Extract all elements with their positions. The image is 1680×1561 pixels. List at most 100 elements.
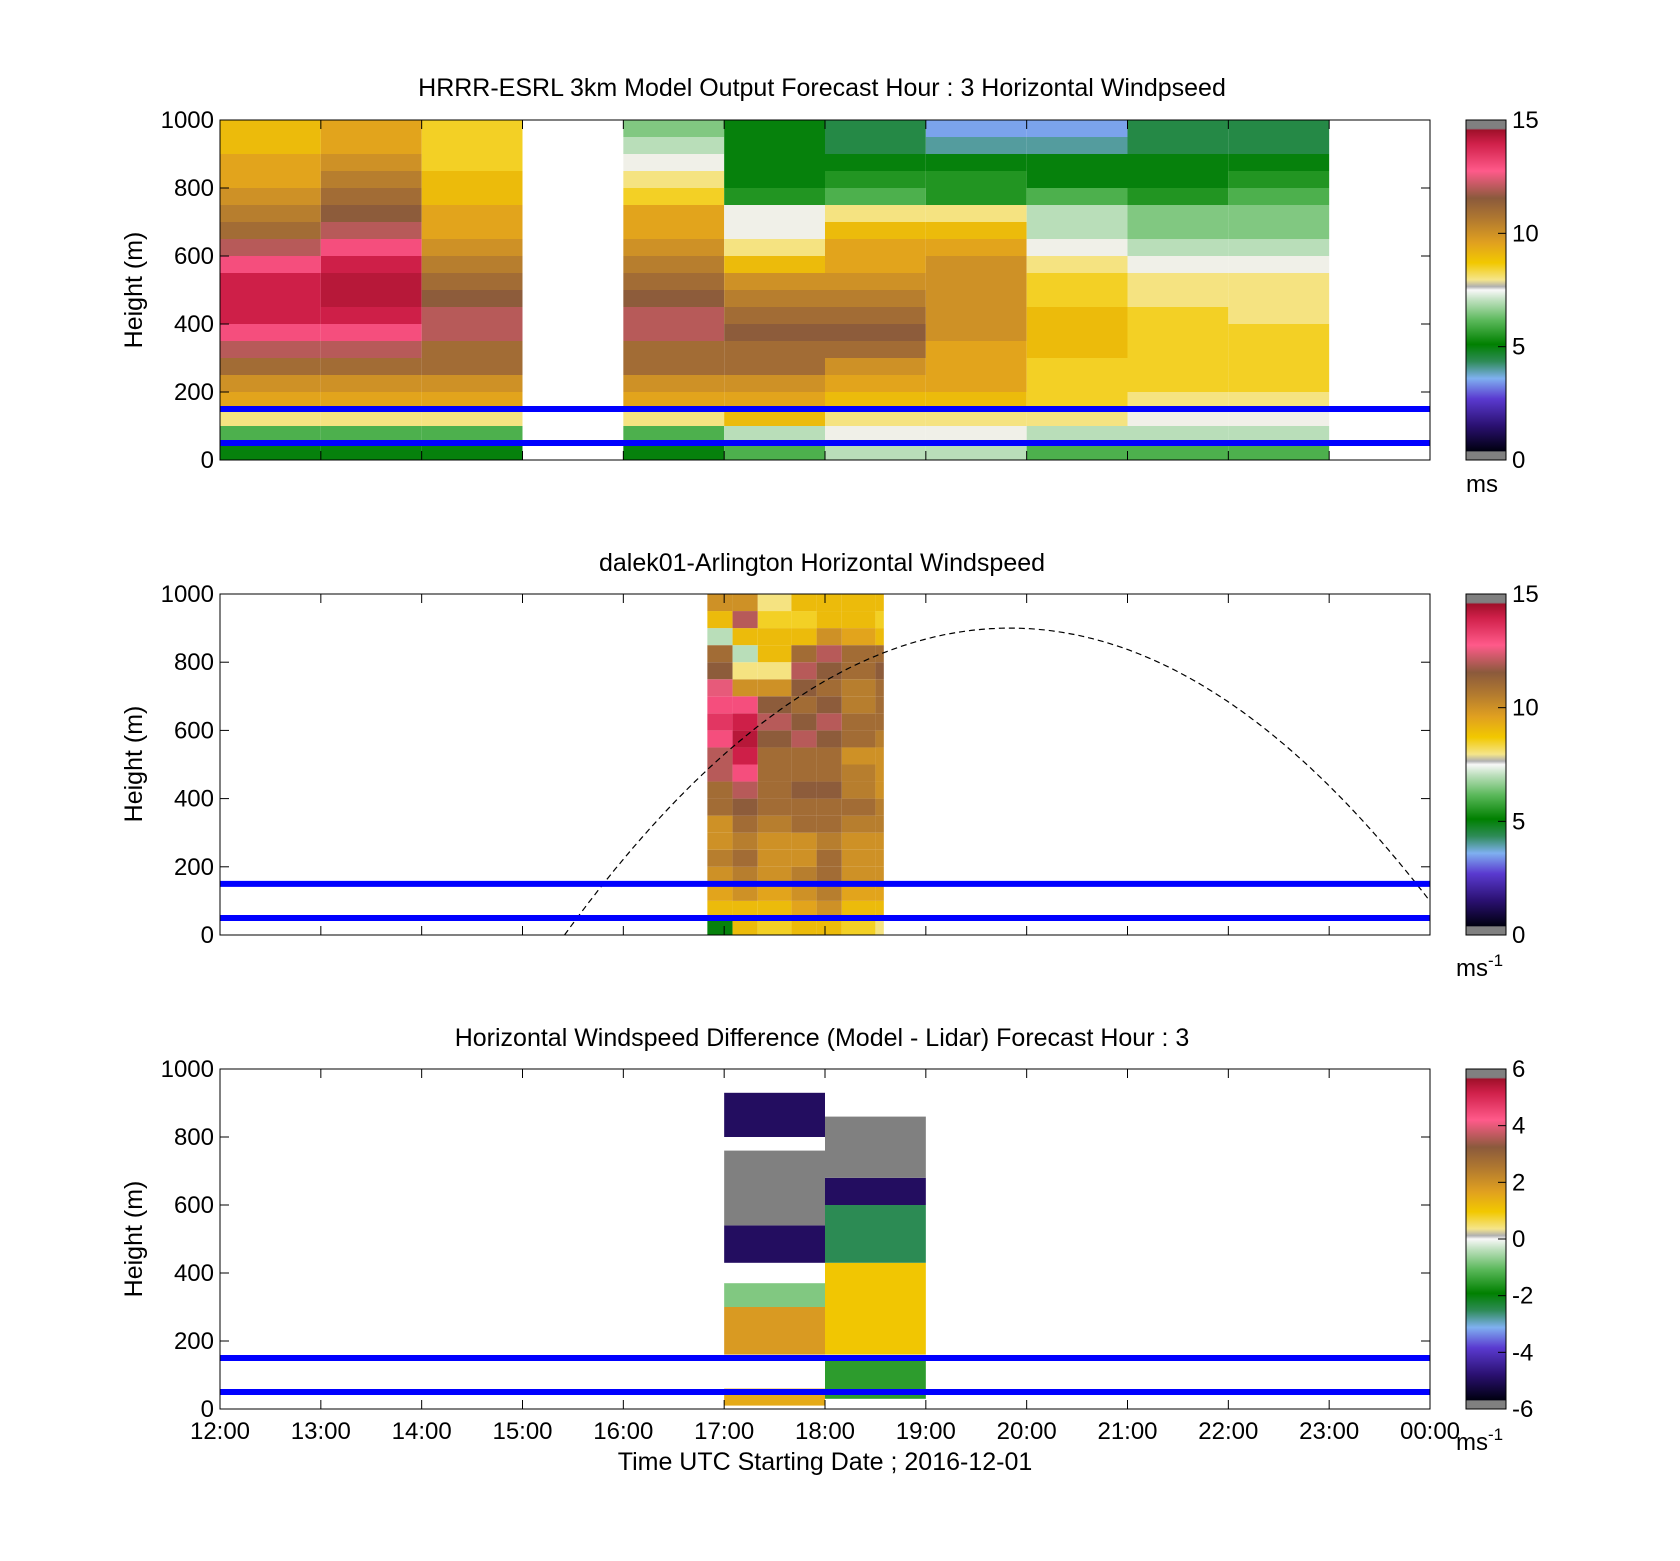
heatmap-cell-0-6 bbox=[707, 815, 733, 833]
heatmap-cell-0-11 bbox=[707, 730, 733, 748]
heatmap-cell-7-12 bbox=[1026, 239, 1128, 256]
heatmap-cell-1-12 bbox=[732, 713, 758, 731]
heatmap-cell-3-0 bbox=[623, 443, 725, 460]
heatmap-cell-1-5 bbox=[320, 358, 422, 375]
heatmap-cell-3-0 bbox=[791, 917, 817, 935]
panel-model-colorbar-label: ms bbox=[1466, 471, 1498, 498]
heatmap-cell-5-4 bbox=[841, 849, 876, 867]
heatmap-cell-4-13 bbox=[724, 222, 825, 239]
heatmap-cell-0-6 bbox=[220, 341, 321, 358]
heatmap-segment-0-5 bbox=[724, 1092, 825, 1137]
colorbar-tick-label: 15 bbox=[1512, 581, 1539, 608]
heatmap-cell-5-15 bbox=[825, 188, 926, 205]
heatmap-cell-0-17 bbox=[220, 154, 321, 171]
heatmap-cell-9-13 bbox=[1228, 222, 1330, 239]
panel-model-colorbar: 0 5 10 15 ms bbox=[1465, 107, 1539, 498]
heatmap-cell-2-10 bbox=[757, 747, 792, 765]
heatmap-cell-9-12 bbox=[1228, 239, 1330, 256]
heatmap-cell-3-2 bbox=[791, 883, 817, 901]
heatmap-cell-0-11 bbox=[220, 256, 321, 273]
heatmap-cell-3-12 bbox=[623, 239, 725, 256]
heatmap-cell-6-4 bbox=[875, 849, 884, 867]
heatmap-cell-4-8 bbox=[724, 307, 825, 324]
heatmap-cell-0-16 bbox=[707, 645, 733, 663]
panel-difference-hub-lines bbox=[220, 1355, 1430, 1395]
heatmap-cell-1-8 bbox=[732, 781, 758, 799]
heatmap-cell-4-19 bbox=[724, 120, 825, 137]
heatmap-cell-5-3 bbox=[825, 392, 926, 409]
panel-lidar-sun-elevation-curve bbox=[564, 627, 1429, 936]
panel-model-x-ticks bbox=[219, 120, 1431, 460]
heatmap-cell-4-16 bbox=[816, 645, 842, 663]
heatmap-cell-4-2 bbox=[816, 883, 842, 901]
heatmap-cell-5-19 bbox=[841, 594, 876, 612]
y-tick-label: 600 bbox=[174, 1192, 214, 1219]
heatmap-cell-3-4 bbox=[791, 849, 817, 867]
heatmap-cell-1-6 bbox=[732, 815, 758, 833]
heatmap-cell-8-5 bbox=[1127, 358, 1229, 375]
heatmap-cell-1-15 bbox=[320, 188, 422, 205]
heatmap-cell-4-14 bbox=[724, 205, 825, 222]
heatmap-cell-3-10 bbox=[791, 747, 817, 765]
heatmap-cell-3-11 bbox=[791, 730, 817, 748]
heatmap-cell-6-19 bbox=[925, 120, 1027, 137]
heatmap-cell-3-15 bbox=[791, 662, 817, 680]
heatmap-cell-6-13 bbox=[925, 222, 1027, 239]
heatmap-cell-5-14 bbox=[841, 679, 876, 697]
colorbar-tick-label: -6 bbox=[1512, 1396, 1533, 1423]
heatmap-cell-2-10 bbox=[421, 273, 523, 290]
heatmap-cell-9-9 bbox=[1228, 290, 1330, 307]
colorbar-tick-label: 0 bbox=[1512, 1226, 1525, 1253]
heatmap-cell-3-2 bbox=[623, 409, 725, 426]
heatmap-cell-5-12 bbox=[841, 713, 876, 731]
heatmap-cell-6-10 bbox=[875, 747, 884, 765]
heatmap-cell-2-1 bbox=[421, 426, 523, 443]
heatmap-segment-0-3 bbox=[724, 1225, 825, 1263]
heatmap-cell-3-18 bbox=[791, 611, 817, 629]
panel-difference-cells bbox=[724, 1092, 926, 1406]
heatmap-cell-4-4 bbox=[724, 375, 825, 392]
heatmap-cell-5-16 bbox=[825, 171, 926, 188]
heatmap-cell-0-7 bbox=[220, 324, 321, 341]
heatmap-cell-8-10 bbox=[1127, 273, 1229, 290]
heatmap-cell-5-18 bbox=[825, 137, 926, 154]
heatmap-cell-1-17 bbox=[320, 154, 422, 171]
heatmap-cell-3-15 bbox=[623, 188, 725, 205]
heatmap-cell-3-1 bbox=[791, 900, 817, 918]
heatmap-cell-4-17 bbox=[724, 154, 825, 171]
heatmap-cell-1-12 bbox=[320, 239, 422, 256]
heatmap-cell-2-11 bbox=[757, 730, 792, 748]
colorbar-tick-label: 6 bbox=[1512, 1056, 1525, 1083]
heatmap-cell-2-8 bbox=[421, 307, 523, 324]
y-tick-label: 800 bbox=[174, 649, 214, 676]
heatmap-cell-4-10 bbox=[816, 747, 842, 765]
heatmap-cell-9-18 bbox=[1228, 137, 1330, 154]
heatmap-cell-1-10 bbox=[732, 747, 758, 765]
heatmap-cell-1-14 bbox=[320, 205, 422, 222]
heatmap-cell-2-16 bbox=[421, 171, 523, 188]
heatmap-cell-7-8 bbox=[1026, 307, 1128, 324]
heatmap-cell-0-5 bbox=[220, 358, 321, 375]
heatmap-cell-1-17 bbox=[732, 628, 758, 646]
heatmap-cell-5-17 bbox=[825, 154, 926, 171]
colorbar-tick-label: 4 bbox=[1512, 1113, 1525, 1140]
heatmap-cell-8-0 bbox=[1127, 443, 1229, 460]
heatmap-cell-1-2 bbox=[732, 883, 758, 901]
y-tick-label: 800 bbox=[174, 1124, 214, 1151]
colorbar-tick-label: 5 bbox=[1512, 808, 1525, 835]
x-tick-label: 12:00 bbox=[190, 1418, 250, 1445]
heatmap-cell-1-11 bbox=[732, 730, 758, 748]
heatmap-cell-6-17 bbox=[925, 154, 1027, 171]
heatmap-cell-9-1 bbox=[1228, 426, 1330, 443]
heatmap-cell-0-0 bbox=[707, 917, 733, 935]
heatmap-cell-3-11 bbox=[623, 256, 725, 273]
colorbar-tick-label: 10 bbox=[1512, 695, 1539, 722]
heatmap-cell-6-8 bbox=[875, 781, 884, 799]
heatmap-cell-0-12 bbox=[220, 239, 321, 256]
heatmap-cell-5-9 bbox=[825, 290, 926, 307]
heatmap-cell-8-8 bbox=[1127, 307, 1229, 324]
panel-lidar: dalek01-Arlington Horizontal Windspeed 0… bbox=[120, 549, 1539, 982]
heatmap-cell-2-9 bbox=[757, 764, 792, 782]
heatmap-cell-6-18 bbox=[875, 611, 884, 629]
